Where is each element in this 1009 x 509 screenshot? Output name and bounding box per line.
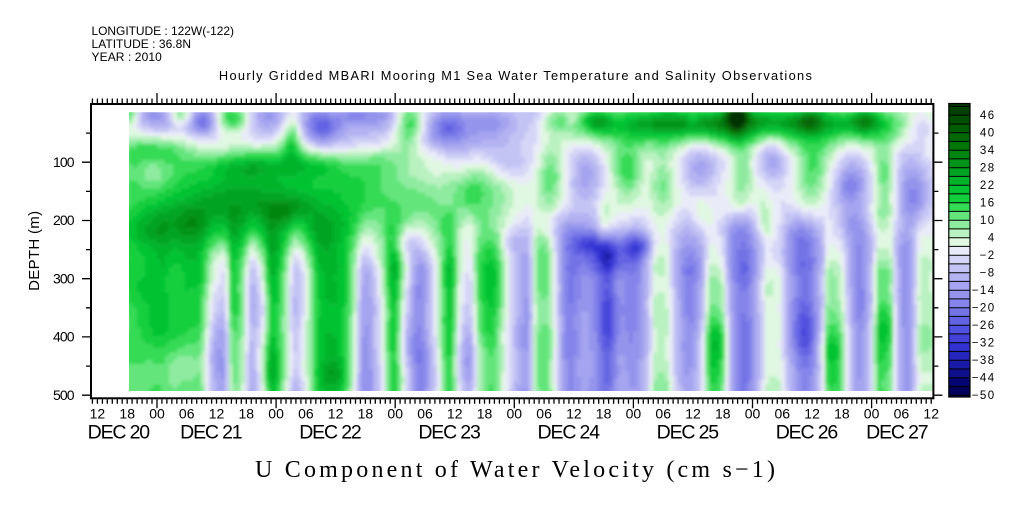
svg-text:−2: −2 bbox=[980, 250, 996, 262]
svg-text:18: 18 bbox=[119, 406, 135, 422]
svg-text:00: 00 bbox=[745, 406, 761, 422]
svg-text:−38: −38 bbox=[972, 355, 996, 367]
svg-text:DEC 26: DEC 26 bbox=[776, 422, 839, 444]
svg-text:00: 00 bbox=[268, 406, 284, 422]
svg-text:500: 500 bbox=[53, 387, 75, 403]
svg-text:06: 06 bbox=[655, 406, 671, 422]
svg-text:34: 34 bbox=[980, 145, 996, 157]
svg-text:300: 300 bbox=[53, 270, 75, 286]
svg-text:16: 16 bbox=[980, 198, 996, 210]
svg-text:18: 18 bbox=[239, 406, 255, 422]
svg-text:Hourly Gridded MBARI Mooring M: Hourly Gridded MBARI Mooring M1 Sea Wate… bbox=[219, 68, 812, 83]
svg-text:10: 10 bbox=[980, 215, 996, 227]
svg-text:28: 28 bbox=[980, 163, 996, 175]
svg-text:LATITUDE : 36.8N: LATITUDE : 36.8N bbox=[92, 37, 192, 51]
svg-text:−20: −20 bbox=[972, 303, 996, 315]
svg-text:−26: −26 bbox=[972, 320, 996, 332]
svg-text:00: 00 bbox=[149, 406, 165, 422]
svg-text:12: 12 bbox=[447, 406, 463, 422]
svg-text:40: 40 bbox=[980, 128, 996, 140]
svg-text:18: 18 bbox=[715, 406, 731, 422]
svg-text:18: 18 bbox=[477, 406, 493, 422]
svg-text:DEC 25: DEC 25 bbox=[657, 422, 720, 444]
svg-text:18: 18 bbox=[596, 406, 612, 422]
svg-text:−8: −8 bbox=[980, 268, 996, 280]
svg-text:06: 06 bbox=[298, 406, 314, 422]
svg-text:06: 06 bbox=[775, 406, 791, 422]
svg-text:DEC 24: DEC 24 bbox=[538, 422, 601, 444]
svg-text:06: 06 bbox=[536, 406, 552, 422]
svg-text:00: 00 bbox=[387, 406, 403, 422]
svg-text:12: 12 bbox=[328, 406, 344, 422]
svg-text:−14: −14 bbox=[972, 285, 996, 297]
svg-text:12: 12 bbox=[566, 406, 582, 422]
svg-text:−32: −32 bbox=[972, 338, 996, 350]
svg-text:YEAR : 2010: YEAR : 2010 bbox=[92, 50, 163, 64]
svg-text:00: 00 bbox=[507, 406, 523, 422]
svg-text:400: 400 bbox=[53, 329, 75, 345]
svg-text:DEC 21: DEC 21 bbox=[180, 422, 243, 444]
svg-text:DEPTH (m): DEPTH (m) bbox=[26, 211, 43, 291]
svg-text:06: 06 bbox=[894, 406, 910, 422]
svg-text:18: 18 bbox=[834, 406, 850, 422]
svg-text:12: 12 bbox=[209, 406, 225, 422]
svg-text:00: 00 bbox=[626, 406, 642, 422]
svg-text:06: 06 bbox=[417, 406, 433, 422]
svg-text:12: 12 bbox=[685, 406, 701, 422]
svg-text:−50: −50 bbox=[972, 390, 996, 402]
svg-text:00: 00 bbox=[864, 406, 880, 422]
svg-text:DEC 20: DEC 20 bbox=[88, 422, 151, 444]
svg-text:22: 22 bbox=[980, 180, 996, 192]
svg-text:−44: −44 bbox=[972, 373, 996, 385]
svg-text:12: 12 bbox=[804, 406, 820, 422]
svg-text:DEC 23: DEC 23 bbox=[418, 422, 481, 444]
svg-text:06: 06 bbox=[179, 406, 195, 422]
svg-text:46: 46 bbox=[980, 110, 996, 122]
svg-text:18: 18 bbox=[358, 406, 374, 422]
svg-text:4: 4 bbox=[988, 233, 996, 245]
svg-text:200: 200 bbox=[53, 212, 75, 228]
svg-text:DEC 22: DEC 22 bbox=[299, 422, 362, 444]
svg-text:DEC 27: DEC 27 bbox=[866, 422, 929, 444]
svg-text:12: 12 bbox=[90, 406, 106, 422]
svg-text:100: 100 bbox=[53, 154, 75, 170]
svg-text:12: 12 bbox=[923, 406, 939, 422]
svg-text:LONGITUDE : 122W(-122): LONGITUDE : 122W(-122) bbox=[92, 24, 235, 38]
